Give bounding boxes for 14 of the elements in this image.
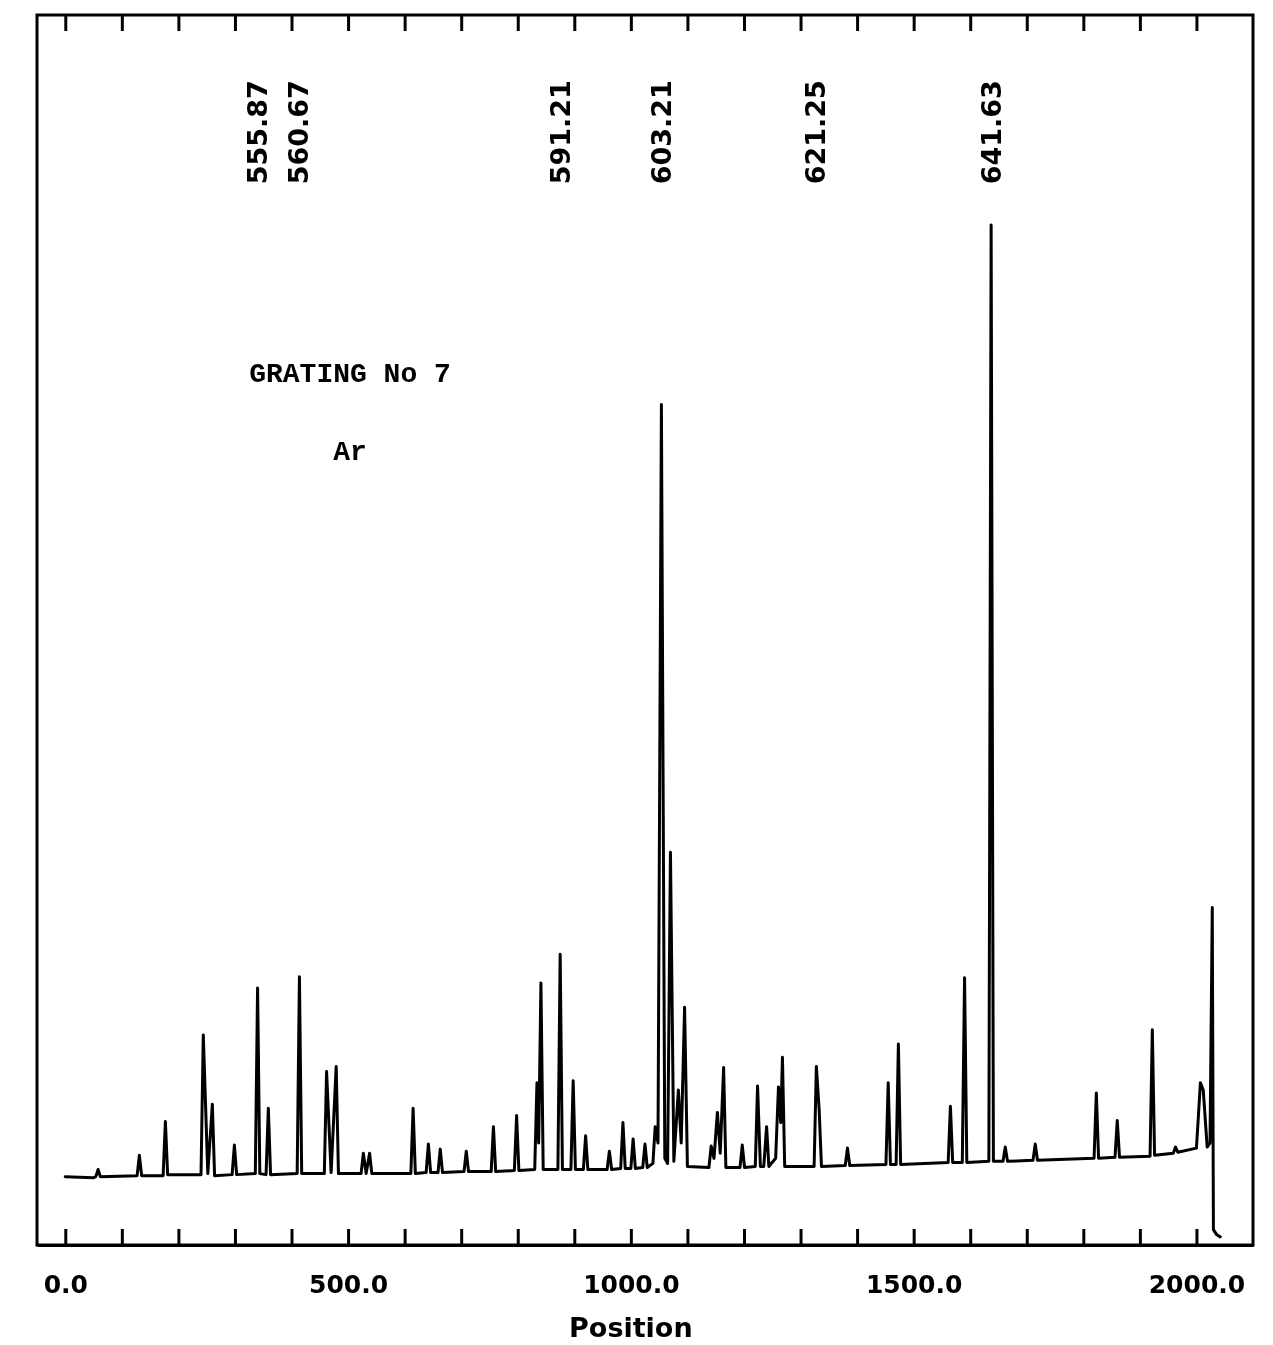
x-tick-label: 1000.0 (583, 1269, 680, 1299)
text: 621.25 (800, 80, 831, 185)
text: 560.67 (283, 80, 314, 185)
x-tick-label: 500.0 (309, 1269, 389, 1299)
text: 603.21 (646, 80, 677, 185)
x-tick-label: 2000.0 (1148, 1269, 1246, 1299)
annotation: GRATING No 7 (249, 359, 451, 390)
text: 641.63 (976, 80, 1007, 185)
annotation: Ar (333, 437, 367, 468)
text: 555.87 (242, 80, 273, 185)
x-tick-label: 0.0 (43, 1269, 88, 1299)
text: 591.21 (545, 80, 576, 185)
x-axis-title: Position (569, 1312, 693, 1343)
x-tick-label: 1500.0 (865, 1269, 963, 1299)
